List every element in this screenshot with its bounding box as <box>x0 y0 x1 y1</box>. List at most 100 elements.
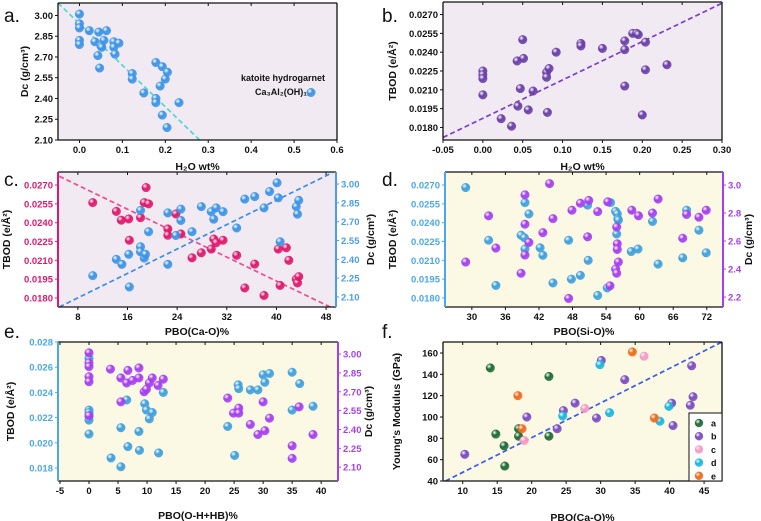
data-point <box>688 392 698 402</box>
data-point <box>123 365 133 375</box>
x-tick-label: 0.6 <box>330 145 343 156</box>
data-point <box>517 424 527 434</box>
y-tick-label: 0.0225 <box>24 237 54 248</box>
y-axis-title: TBOD (e/Å²) <box>386 41 399 101</box>
data-point <box>106 453 116 463</box>
data-point <box>513 391 523 401</box>
x-tick-label: 8 <box>75 312 80 323</box>
x-tick-label: 24 <box>172 312 183 323</box>
x-tick-label: 35 <box>287 486 298 497</box>
x-tick-label: 45 <box>699 486 710 497</box>
data-point <box>603 197 613 207</box>
data-point <box>584 195 594 205</box>
legend-marker <box>694 458 704 467</box>
data-point <box>633 30 643 40</box>
data-point <box>478 90 488 100</box>
data-point <box>538 228 548 238</box>
data-point <box>206 244 216 254</box>
y2-tick-label: 2.70 <box>341 217 360 228</box>
data-point <box>144 199 154 209</box>
data-point <box>218 235 228 245</box>
x-tick-label: 16 <box>122 312 133 323</box>
data-point <box>287 453 297 463</box>
y-tick-label: 0.0225 <box>409 67 439 78</box>
legend-marker <box>694 418 704 428</box>
data-point <box>678 253 688 263</box>
series-tbod <box>478 28 672 131</box>
data-point <box>74 23 84 33</box>
data-point <box>284 255 294 265</box>
data-point <box>575 198 585 208</box>
y-tick-label: 0.0180 <box>24 293 53 304</box>
data-point <box>520 219 530 229</box>
y-tick-label: 0.028 <box>29 338 53 349</box>
y-tick-label: 0.0210 <box>411 256 440 267</box>
data-point <box>595 360 605 370</box>
legend-marker <box>694 432 704 441</box>
y2-tick-label: 2.8 <box>728 209 741 220</box>
data-point <box>544 431 554 441</box>
series-katoite-hydrogarnet-ca-al-oh-dc- <box>74 9 184 133</box>
y2-axis-title: Dc (g/cm³) <box>363 386 375 437</box>
data-point <box>613 257 623 267</box>
data-point <box>240 194 250 204</box>
x-axis-title: PBO(O-H+HB)% <box>158 510 238 521</box>
data-point <box>612 268 622 278</box>
data-point <box>116 462 126 472</box>
data-point <box>519 435 529 445</box>
data-point <box>685 400 695 410</box>
data-point <box>260 426 270 436</box>
data-point <box>154 448 164 458</box>
data-point <box>234 408 244 418</box>
data-point <box>640 37 650 47</box>
data-point <box>612 222 622 232</box>
series-dc <box>88 178 304 292</box>
series-d <box>558 360 674 426</box>
data-point <box>491 243 501 253</box>
data-point <box>141 183 151 193</box>
panel-label: a. <box>4 6 20 27</box>
data-point <box>627 347 637 357</box>
data-point <box>144 227 154 237</box>
x-tick-label: 0.0 <box>73 145 86 156</box>
data-point <box>84 411 94 421</box>
panel-f: 10 15 20 25 30 35 40 45 40 60 80 100 120 140 160 PBO(Ca… <box>382 322 723 521</box>
legend-box <box>688 412 723 482</box>
data-point <box>153 380 163 390</box>
x-tick-label: 42 <box>534 312 545 323</box>
data-point <box>593 290 603 300</box>
x-tick-label: 0.2 <box>159 145 172 156</box>
data-point <box>524 209 534 219</box>
legend-label: b <box>711 432 717 442</box>
y-tick-label: 120 <box>422 391 438 402</box>
data-point <box>196 248 206 258</box>
y-tick-label: 0.0270 <box>24 181 53 192</box>
data-point <box>567 205 577 215</box>
data-point <box>551 47 561 57</box>
data-point <box>687 361 697 371</box>
data-point <box>93 51 103 61</box>
x-tick-label: 32 <box>221 312 232 323</box>
y-tick-label: 0.0210 <box>24 256 53 267</box>
data-point <box>519 53 529 63</box>
x-tick-label: 36 <box>500 312 511 323</box>
y-tick-label: 0.0240 <box>409 48 438 59</box>
data-point <box>176 215 186 225</box>
y-tick-label: 0.0255 <box>411 199 441 210</box>
x-tick-label: 40 <box>316 486 327 497</box>
data-point <box>580 403 590 413</box>
data-point <box>548 214 558 224</box>
data-point <box>114 38 124 48</box>
data-point <box>157 110 167 120</box>
data-point <box>134 373 144 383</box>
data-point <box>287 441 297 451</box>
data-point <box>245 419 255 429</box>
data-point <box>564 293 574 303</box>
y2-tick-label: 2.70 <box>343 387 362 398</box>
data-point <box>294 195 304 205</box>
y2-tick-label: 2.2 <box>728 293 741 304</box>
data-point <box>116 397 126 407</box>
y-tick-label: 0.0195 <box>411 275 441 286</box>
x-tick-label: 0.25 <box>673 145 692 156</box>
